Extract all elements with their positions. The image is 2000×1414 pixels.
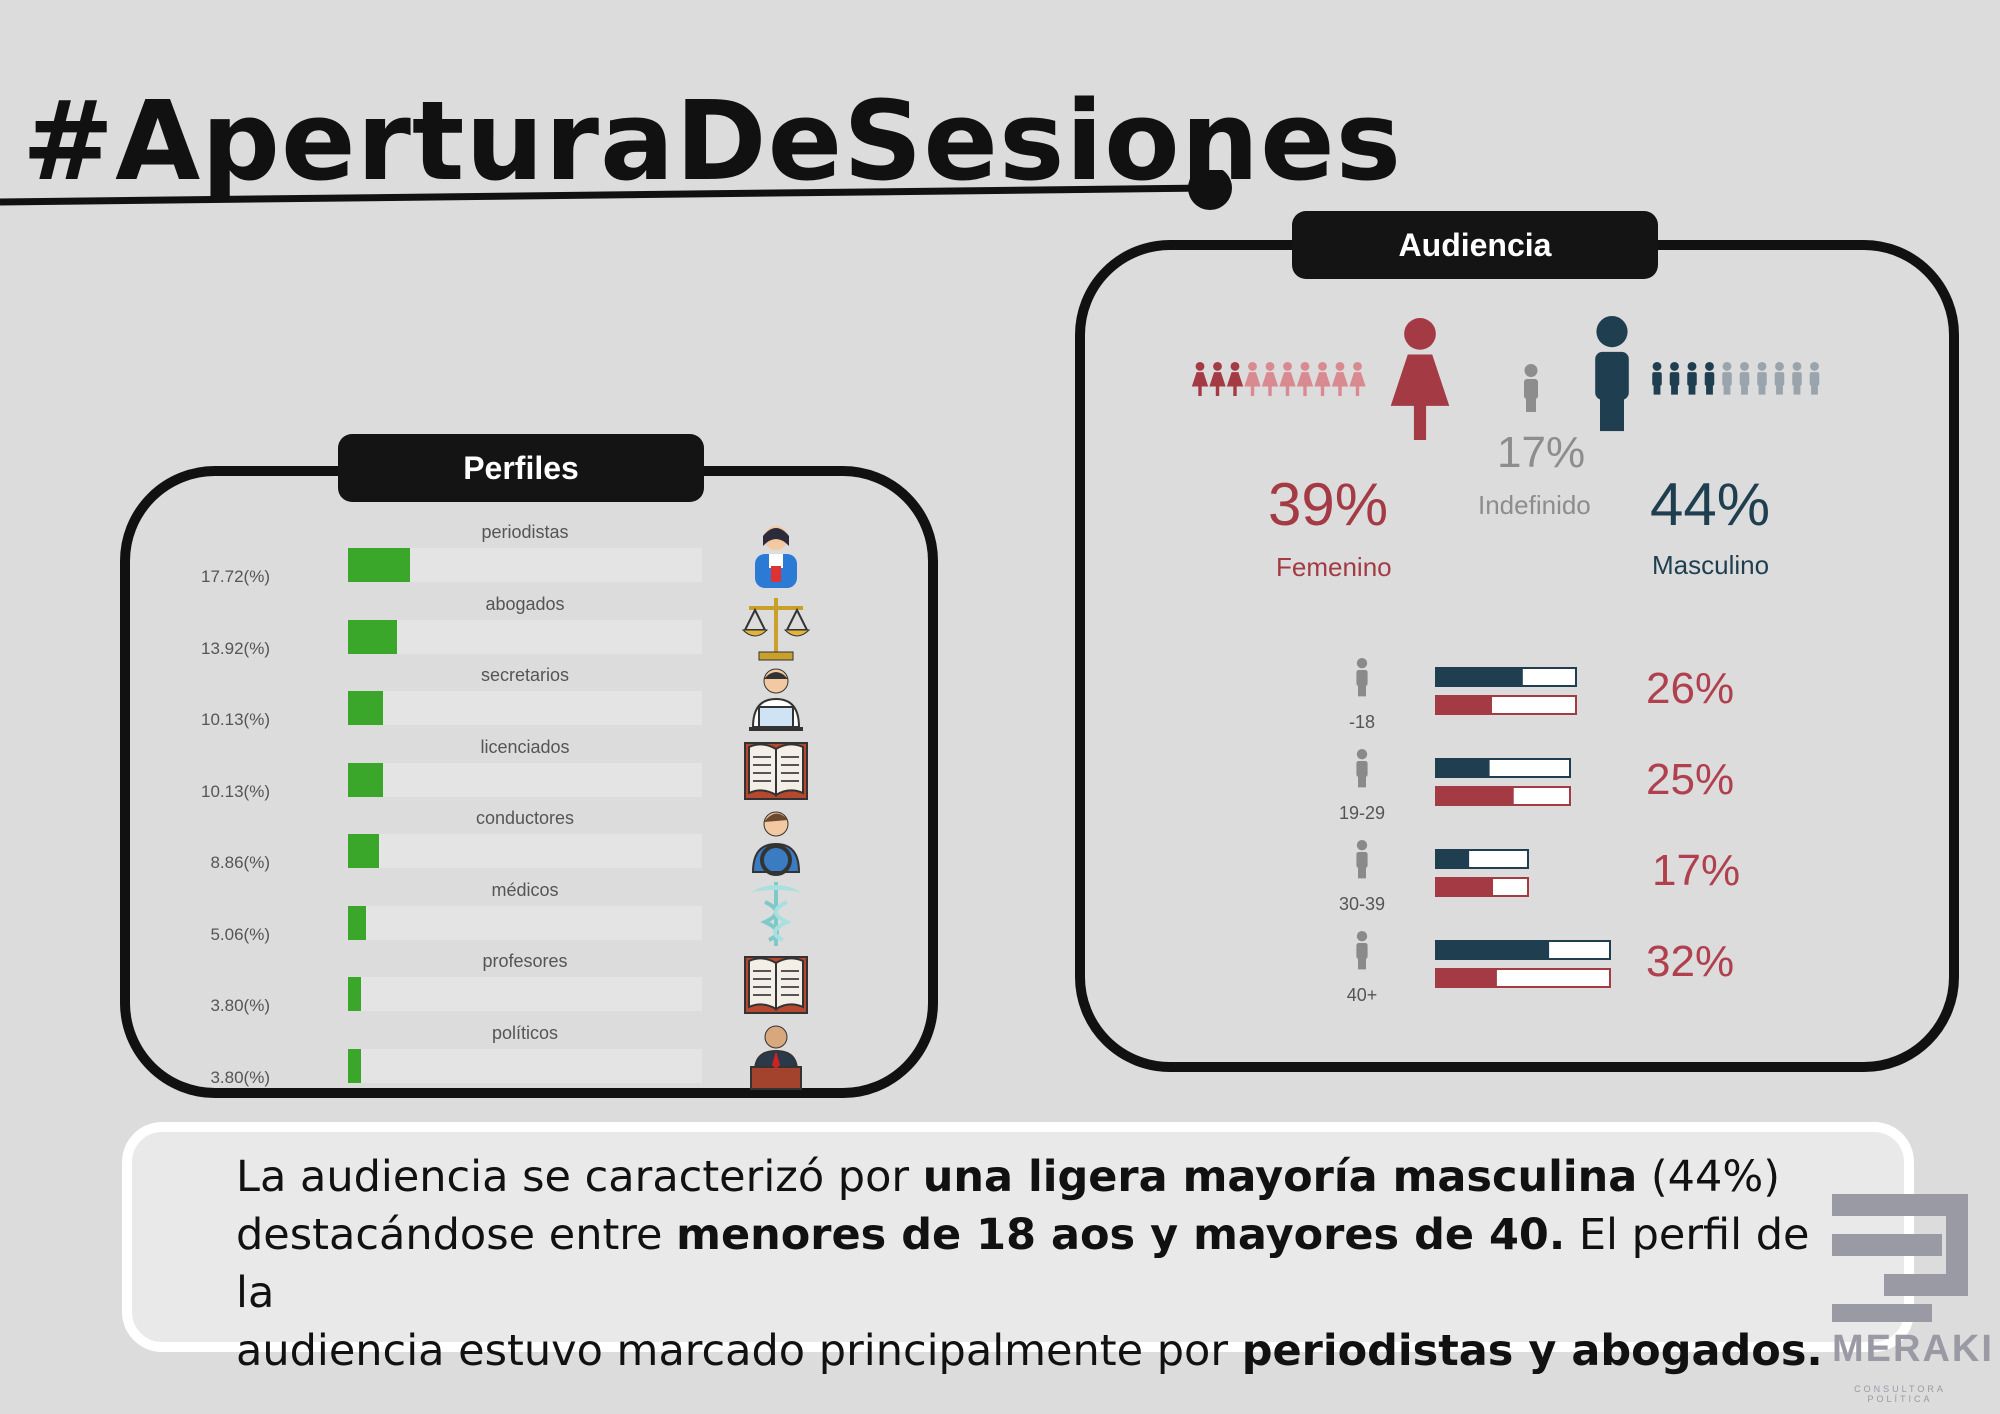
undefined-label: Indefinido xyxy=(1478,490,1591,520)
small-female-icon xyxy=(1349,362,1366,396)
age-female-bar xyxy=(1436,787,1514,805)
male-percent: 44% xyxy=(1650,471,1771,538)
page-title: #AperturaDeSesiones xyxy=(22,77,1403,205)
summary-text: La audiencia se caracterizó por una lige… xyxy=(236,1148,1836,1380)
small-female-icon xyxy=(1279,362,1296,396)
undefined-percent: 17% xyxy=(1497,428,1586,477)
person-standing-icon xyxy=(1356,749,1368,788)
meraki-logo-icon xyxy=(1832,1194,1968,1322)
age-male-bar xyxy=(1436,850,1470,868)
male-icon xyxy=(1595,316,1629,432)
small-female-icon xyxy=(1314,362,1331,396)
person-walking-icon xyxy=(1356,840,1368,879)
age-label: 19-29 xyxy=(1338,803,1386,823)
small-female-icon xyxy=(1296,362,1314,396)
small-male-icon xyxy=(1704,362,1715,395)
age-male-bar xyxy=(1436,759,1490,777)
age-percent: 32% xyxy=(1646,937,1735,986)
summary-line1-b: una ligera mayoría masculina xyxy=(922,1152,1638,1202)
age-female-bar xyxy=(1436,878,1494,896)
small-male-icon xyxy=(1739,362,1750,395)
summary-box xyxy=(122,1122,1914,1352)
age-female-bar xyxy=(1436,969,1497,987)
small-male-icon xyxy=(1722,362,1732,395)
age-percent: 17% xyxy=(1652,846,1741,895)
female-percent: 39% xyxy=(1268,471,1389,538)
small-female-icon xyxy=(1191,362,1209,396)
summary-line2-b: menores de 18 aos y mayores de 40. xyxy=(676,1210,1566,1260)
summary-line1-c: (44%) xyxy=(1650,1152,1781,1202)
age-male-bar xyxy=(1436,941,1550,959)
small-female-icon xyxy=(1331,362,1349,396)
undefined-person-icon xyxy=(1524,364,1538,412)
summary-line2-a: destacándose entre xyxy=(236,1210,663,1260)
baby-icon xyxy=(1356,658,1368,697)
age-male-bar xyxy=(1436,668,1523,686)
small-male-icon xyxy=(1774,362,1785,395)
summary-line3-b: periodistas y abogados. xyxy=(1241,1326,1823,1376)
audiencia-tab: Audiencia xyxy=(1292,211,1658,279)
age-label: -18 xyxy=(1348,712,1375,732)
perfiles-tab: Perfiles xyxy=(338,434,704,502)
small-female-icon xyxy=(1244,362,1261,396)
age-percent: 25% xyxy=(1646,755,1735,804)
summary-line2-c: El perfil de la xyxy=(236,1210,1810,1318)
logo-name: MERAKI xyxy=(1832,1328,1994,1370)
small-male-icon xyxy=(1757,362,1767,395)
age-label: 30-39 xyxy=(1338,894,1386,914)
summary-line3-a: audiencia estuvo marcado principalmente … xyxy=(236,1326,1229,1376)
businessman-icon xyxy=(1356,931,1368,970)
small-male-icon xyxy=(1809,362,1820,395)
small-female-icon xyxy=(1261,362,1279,396)
small-female-icon xyxy=(1226,362,1244,396)
female-icon xyxy=(1390,318,1450,440)
age-percent: 26% xyxy=(1646,664,1735,713)
logo-subtitle: CONSULTORA POLÍTICA xyxy=(1854,1384,1946,1404)
age-label: 40+ xyxy=(1346,985,1378,1005)
female-label: Femenino xyxy=(1276,552,1392,582)
small-female-icon xyxy=(1209,362,1226,396)
age-female-bar xyxy=(1436,696,1492,714)
small-male-icon xyxy=(1669,362,1680,395)
male-label: Masculino xyxy=(1652,550,1770,580)
title-underline xyxy=(0,170,1232,210)
small-male-icon xyxy=(1687,362,1697,395)
small-male-icon xyxy=(1792,362,1802,395)
small-male-icon xyxy=(1652,362,1662,395)
summary-line1-a: La audiencia se caracterizó por xyxy=(236,1152,910,1202)
